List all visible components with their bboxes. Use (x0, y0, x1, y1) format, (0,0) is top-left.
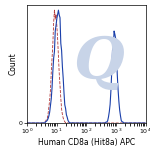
Text: Q: Q (73, 36, 124, 92)
X-axis label: Human CD8a (Hit8a) APC: Human CD8a (Hit8a) APC (38, 138, 135, 147)
Y-axis label: Count: Count (9, 52, 18, 75)
